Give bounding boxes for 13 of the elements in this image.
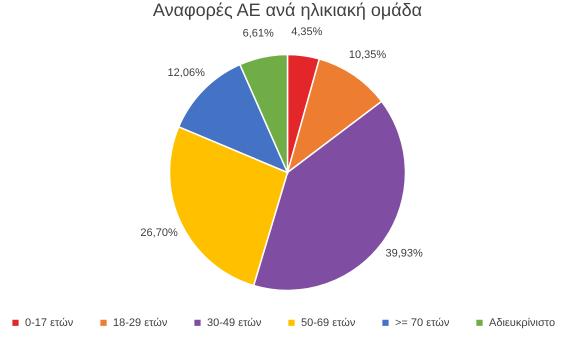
legend-label: 0-17 ετών — [25, 316, 74, 329]
data-label: 26,70% — [140, 227, 178, 240]
legend-label: Αδιευκρίνιστο — [489, 316, 556, 329]
data-label: 39,93% — [385, 248, 423, 260]
legend-label: 18-29 ετών — [113, 316, 168, 329]
data-label: 12,06% — [168, 66, 206, 79]
data-label: 10,35% — [348, 49, 386, 62]
legend-label: 30-49 ετών — [207, 316, 262, 329]
data-label: 6,61% — [242, 28, 274, 40]
chart-title: Αναφορές ΑΕ ανά ηλικιακή ομάδα — [152, 0, 422, 20]
legend-label: 50-69 ετών — [301, 316, 356, 329]
legend-label: >= 70 ετών — [395, 316, 450, 329]
data-label: 4,35% — [291, 26, 323, 38]
